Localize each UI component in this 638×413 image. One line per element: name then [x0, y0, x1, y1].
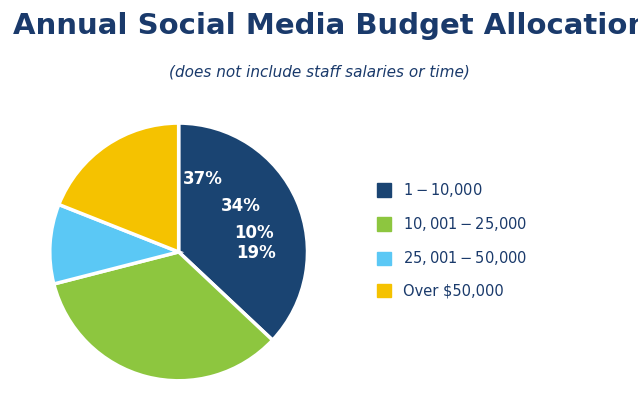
Text: Annual Social Media Budget Allocation: Annual Social Media Budget Allocation — [13, 12, 638, 40]
Text: 34%: 34% — [221, 197, 261, 216]
Wedge shape — [54, 252, 272, 381]
Text: 19%: 19% — [236, 244, 276, 261]
Wedge shape — [59, 123, 179, 252]
Legend: $1 - $10,000, $10,001 - $25,000, $25,001 - $50,000, Over $50,000: $1 - $10,000, $10,001 - $25,000, $25,001… — [371, 175, 533, 304]
Text: 37%: 37% — [183, 170, 223, 188]
Text: (does not include staff salaries or time): (does not include staff salaries or time… — [168, 64, 470, 79]
Text: 10%: 10% — [234, 224, 274, 242]
Wedge shape — [50, 204, 179, 284]
Wedge shape — [179, 123, 308, 340]
